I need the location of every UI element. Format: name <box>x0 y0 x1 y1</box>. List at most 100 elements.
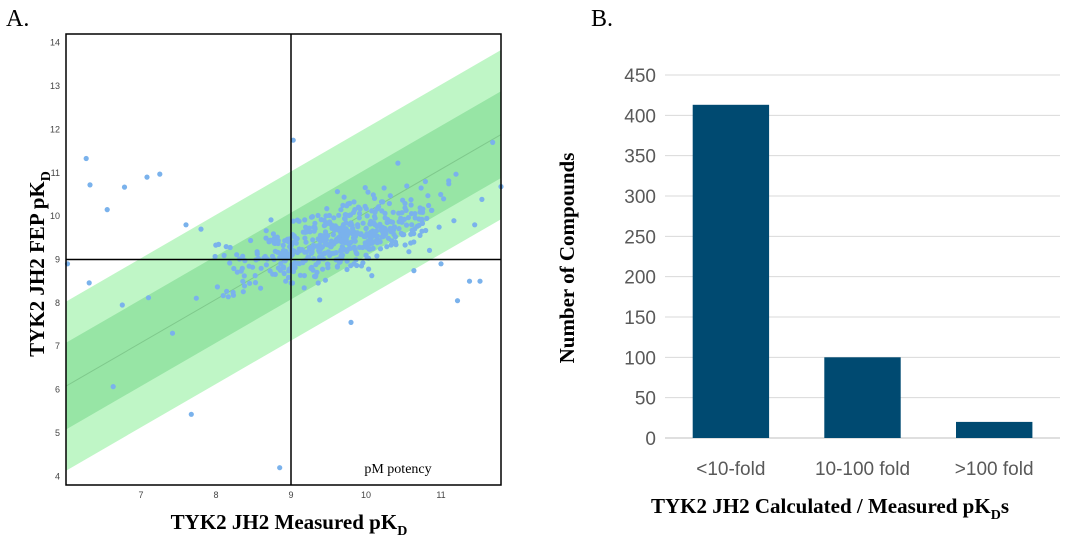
data-point <box>311 224 317 230</box>
data-point <box>399 210 405 216</box>
data-point <box>198 226 204 232</box>
data-point <box>370 245 376 251</box>
data-point <box>231 265 237 272</box>
data-point <box>342 215 348 222</box>
data-point <box>412 215 418 221</box>
data-point <box>409 222 415 228</box>
y-tick-label: 0 <box>645 429 656 450</box>
data-point <box>355 204 361 210</box>
data-point <box>227 260 233 266</box>
data-point <box>340 202 346 208</box>
data-point <box>384 244 390 250</box>
data-point <box>313 273 319 279</box>
data-point <box>309 214 316 220</box>
data-point <box>399 232 405 238</box>
data-point <box>278 261 284 267</box>
data-point <box>378 199 385 205</box>
data-point <box>472 222 478 228</box>
x-axis-title-suffix: s <box>1001 494 1009 518</box>
data-point <box>188 411 194 417</box>
data-point <box>221 252 227 259</box>
data-point <box>354 262 360 269</box>
data-point <box>338 247 344 253</box>
data-point <box>234 269 240 275</box>
data-point <box>354 231 360 237</box>
data-point <box>240 289 246 295</box>
data-point <box>224 288 230 294</box>
data-point <box>303 249 309 255</box>
bar-100-fold <box>956 421 1033 438</box>
category-labels: <10-fold 10-100 fold >100 fold <box>696 459 1033 480</box>
data-point <box>420 209 426 215</box>
data-point <box>83 155 89 162</box>
data-point <box>408 202 414 208</box>
data-point <box>308 250 315 256</box>
data-point <box>319 236 325 242</box>
data-point <box>302 217 308 223</box>
y-tick-label: 400 <box>624 106 656 127</box>
data-point <box>436 224 442 230</box>
y-tick-label: 9 <box>55 255 60 265</box>
y-tick-label: 5 <box>55 428 60 438</box>
data-point <box>362 185 368 191</box>
data-point <box>425 193 431 199</box>
data-point <box>438 191 444 198</box>
data-point <box>280 242 286 248</box>
y-tick-label: 100 <box>624 348 656 369</box>
x-tick-label: 11 <box>436 490 445 500</box>
data-point <box>388 242 394 248</box>
data-point <box>454 298 461 304</box>
y-tick-label: 50 <box>635 389 656 410</box>
data-point <box>291 233 297 239</box>
x-tick-label: 9 <box>288 490 293 500</box>
y-tick-label: 250 <box>624 227 656 248</box>
x-tick-label: 7 <box>138 490 143 500</box>
data-point <box>290 268 297 275</box>
data-point <box>239 265 245 271</box>
data-point <box>372 222 378 228</box>
data-point <box>353 250 359 256</box>
data-point <box>371 195 378 201</box>
data-point <box>366 266 372 272</box>
data-point <box>358 231 364 237</box>
data-point <box>334 189 340 195</box>
data-point <box>379 208 385 214</box>
data-point <box>225 294 231 300</box>
y-tick-label: 350 <box>624 147 656 168</box>
data-point <box>307 229 313 235</box>
data-point <box>333 250 339 256</box>
category-label: >100 fold <box>955 459 1034 480</box>
panel-b-label: B. <box>591 6 613 32</box>
x-tick-label: 10 <box>361 490 371 500</box>
data-point <box>377 246 384 252</box>
data-point <box>388 229 394 235</box>
data-point <box>311 256 317 262</box>
plot-frame <box>65 33 502 486</box>
panel-a-label: A. <box>6 6 29 32</box>
data-point <box>318 217 324 223</box>
data-point <box>248 237 254 244</box>
data-point <box>297 272 303 278</box>
y-tick-label: 14 <box>50 38 60 48</box>
data-point <box>277 267 283 273</box>
data-point <box>216 241 222 247</box>
data-point <box>404 183 410 189</box>
data-point <box>308 265 314 271</box>
y-tick-label: 7 <box>55 341 60 351</box>
data-point <box>254 251 260 257</box>
data-point <box>223 244 229 250</box>
y-tick-label: 11 <box>51 168 60 178</box>
y-tick-label: 300 <box>624 187 656 208</box>
data-point <box>416 216 422 222</box>
data-point <box>322 250 328 256</box>
data-point <box>302 257 308 263</box>
y-tick-label: 12 <box>50 124 60 134</box>
data-point <box>145 295 152 301</box>
data-point <box>348 220 354 226</box>
data-point <box>324 206 330 212</box>
data-point <box>87 182 93 188</box>
data-point <box>408 197 414 203</box>
data-point <box>266 239 272 245</box>
data-point <box>280 254 286 260</box>
data-point <box>303 226 310 232</box>
